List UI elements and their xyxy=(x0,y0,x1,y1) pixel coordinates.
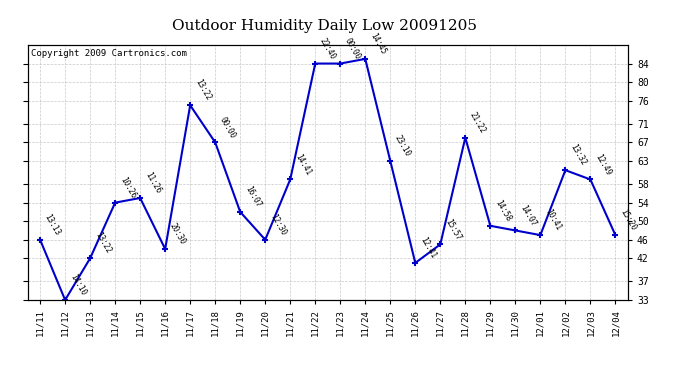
Text: Outdoor Humidity Daily Low 20091205: Outdoor Humidity Daily Low 20091205 xyxy=(172,19,477,33)
Text: 14:45: 14:45 xyxy=(368,32,387,56)
Text: 12:49: 12:49 xyxy=(593,152,613,177)
Text: 13:13: 13:13 xyxy=(43,212,62,237)
Text: 20:30: 20:30 xyxy=(168,222,187,246)
Text: 15:20: 15:20 xyxy=(618,208,638,232)
Text: 14:58: 14:58 xyxy=(493,198,513,223)
Text: 12:30: 12:30 xyxy=(268,212,287,237)
Text: 13:22: 13:22 xyxy=(93,231,112,255)
Text: 13:22: 13:22 xyxy=(193,78,213,102)
Text: 16:07: 16:07 xyxy=(243,184,262,209)
Text: 21:22: 21:22 xyxy=(468,110,487,135)
Text: 10:26: 10:26 xyxy=(118,176,137,200)
Text: 11:26: 11:26 xyxy=(143,171,162,195)
Text: 14:10: 14:10 xyxy=(68,273,87,297)
Text: 10:41: 10:41 xyxy=(543,208,562,232)
Text: 22:40: 22:40 xyxy=(318,36,337,61)
Text: Copyright 2009 Cartronics.com: Copyright 2009 Cartronics.com xyxy=(30,49,186,58)
Text: 23:10: 23:10 xyxy=(393,134,413,158)
Text: 15:57: 15:57 xyxy=(443,217,462,242)
Text: 14:41: 14:41 xyxy=(293,152,313,177)
Text: 00:00: 00:00 xyxy=(218,115,237,140)
Text: 13:32: 13:32 xyxy=(568,143,587,167)
Text: 00:00: 00:00 xyxy=(343,36,362,61)
Text: 12:41: 12:41 xyxy=(418,236,437,260)
Text: 14:07: 14:07 xyxy=(518,203,538,228)
